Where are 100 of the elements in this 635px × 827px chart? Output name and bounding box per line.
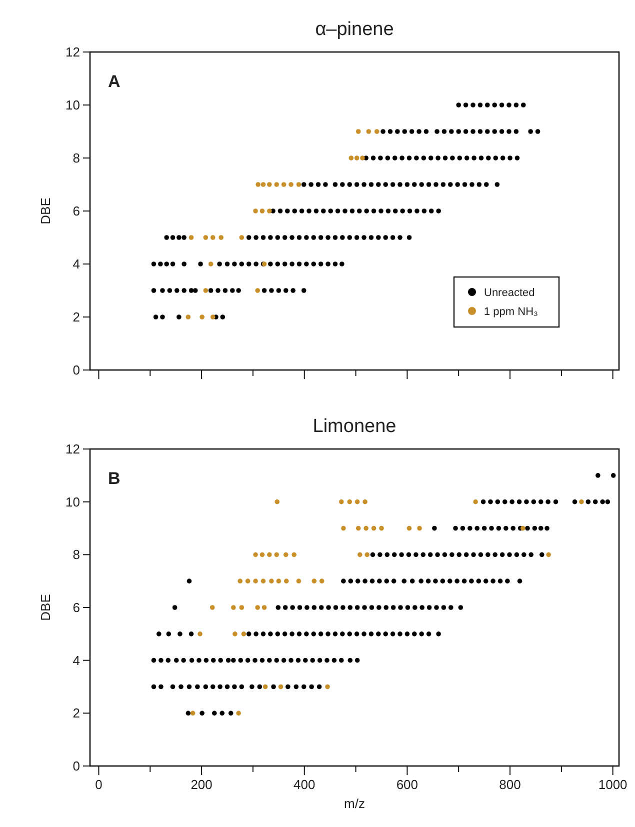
point — [338, 499, 344, 504]
point — [239, 235, 244, 240]
point — [241, 632, 246, 636]
point — [473, 499, 478, 504]
point — [267, 182, 272, 187]
point — [256, 182, 261, 187]
point — [312, 578, 317, 584]
point — [238, 578, 243, 584]
y-tick-label: 4 — [72, 652, 80, 668]
point — [210, 235, 216, 240]
y-axis-title: DBE — [38, 197, 53, 224]
point — [239, 605, 244, 610]
point — [362, 499, 368, 504]
point — [190, 710, 196, 716]
legend-label: Unreacted — [484, 286, 535, 299]
x-tick-label: 1000 — [598, 777, 628, 792]
point — [210, 314, 216, 320]
point — [232, 632, 238, 636]
point — [417, 526, 422, 531]
point — [198, 632, 202, 636]
point — [245, 578, 250, 584]
point — [276, 578, 282, 584]
point — [203, 235, 208, 240]
point — [260, 208, 265, 214]
point — [325, 684, 330, 690]
point — [284, 578, 289, 584]
point — [267, 208, 272, 214]
y-tick-label: 4 — [72, 256, 80, 272]
point — [281, 182, 286, 187]
point — [188, 235, 194, 240]
point — [296, 578, 302, 584]
point — [356, 129, 361, 134]
y-axis-title: DBE — [38, 594, 53, 621]
x-tick-label: 200 — [190, 777, 212, 792]
y-tick-label: 12 — [66, 44, 80, 60]
point — [253, 552, 258, 558]
point — [231, 605, 236, 610]
y-tick-label: 6 — [72, 204, 80, 219]
x-axis-title: m/z — [344, 796, 365, 811]
point — [364, 552, 370, 558]
point — [371, 526, 376, 531]
point — [278, 684, 284, 690]
point — [406, 526, 412, 531]
point — [274, 182, 280, 187]
y-tick-label: 6 — [72, 600, 80, 616]
point — [255, 605, 260, 610]
x-tick-label: 600 — [396, 777, 418, 792]
point — [260, 182, 266, 187]
y-tick-label: 10 — [66, 98, 80, 113]
point — [255, 288, 260, 293]
point — [354, 499, 360, 504]
y-tick-label: 8 — [72, 150, 80, 166]
point — [288, 182, 294, 187]
point — [348, 156, 354, 160]
y-tick-label: 2 — [72, 310, 80, 325]
y-tick-label: 0 — [72, 758, 80, 774]
chart-title: Limonene — [312, 416, 396, 437]
point — [364, 526, 368, 531]
point — [260, 578, 266, 584]
point — [296, 182, 302, 187]
point — [208, 262, 214, 266]
point — [354, 156, 360, 160]
y-tick-label: 0 — [72, 362, 80, 378]
annotation: A — [108, 72, 120, 91]
chart-title: α–pinene — [315, 19, 394, 40]
y-tick-label: 10 — [66, 494, 80, 510]
y-tick-label: 12 — [66, 442, 80, 457]
point — [200, 314, 204, 320]
y-tick-label: 2 — [72, 706, 80, 721]
point — [366, 129, 372, 134]
point — [262, 684, 268, 690]
point — [374, 129, 380, 134]
point — [218, 235, 224, 240]
point — [341, 526, 346, 531]
point — [236, 710, 241, 716]
point — [274, 552, 280, 558]
point — [379, 526, 384, 531]
point — [186, 314, 191, 320]
x-tick-label: 0 — [95, 777, 102, 792]
point — [260, 552, 265, 558]
point — [262, 605, 267, 610]
point — [579, 499, 584, 504]
point — [253, 578, 258, 584]
point — [269, 578, 274, 584]
point — [267, 552, 272, 558]
point — [292, 552, 296, 558]
point — [274, 499, 280, 504]
point — [520, 526, 526, 531]
point — [319, 578, 324, 584]
x-tick-label: 400 — [294, 777, 316, 792]
point — [546, 552, 551, 558]
legend-label: 1 ppm NH₃ — [484, 306, 538, 318]
point — [356, 526, 361, 531]
x-tick-label: 800 — [499, 777, 521, 792]
point — [358, 552, 362, 558]
point — [253, 208, 258, 214]
point — [347, 499, 352, 504]
y-tick-label: 8 — [72, 547, 80, 562]
point — [360, 156, 365, 160]
point — [210, 605, 215, 610]
